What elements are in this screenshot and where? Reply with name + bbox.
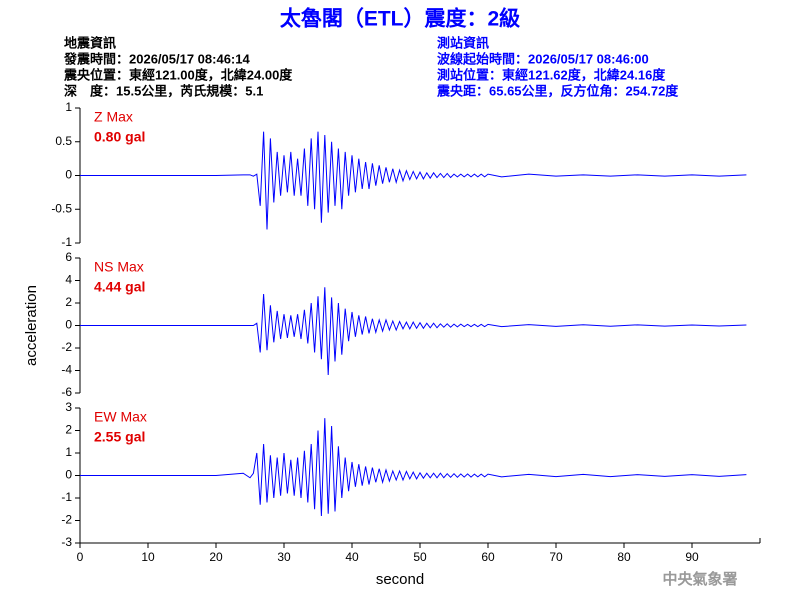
info-line: 測站位置：東經121.62度，北緯24.16度 (437, 67, 666, 82)
y-tick-label: 0 (65, 168, 72, 182)
max-value: 0.80 gal (94, 129, 145, 145)
info-line: 震央距：65.65公里，反方位角：254.72度 (436, 83, 679, 98)
max-label: NS Max (94, 259, 144, 275)
info-line: 測站資訊 (437, 35, 489, 50)
y-tick-label: -4 (61, 363, 72, 377)
info-line: 深 度：15.5公里，芮氏規模：5.1 (64, 83, 263, 98)
info-line: 地震資訊 (64, 35, 116, 50)
y-tick-label: 4 (65, 273, 72, 287)
y-tick-label: 1 (65, 100, 72, 114)
info-line: 波線起始時間：2026/05/17 08:46:00 (437, 51, 649, 66)
max-value: 2.55 gal (94, 429, 145, 445)
info-line: 震央位置：東經121.00度，北緯24.00度 (63, 67, 293, 82)
y-tick-label: 1 (65, 445, 72, 459)
y-tick-label: -3 (61, 535, 72, 549)
x-tick-label: 0 (77, 550, 84, 564)
x-tick-label: 10 (141, 550, 155, 564)
y-tick-label: -1 (61, 235, 72, 249)
y-tick-label: -0.5 (51, 201, 72, 215)
waveform (80, 418, 747, 517)
y-tick-label: 2 (65, 423, 72, 437)
y-tick-label: 6 (65, 250, 72, 264)
x-tick-label: 30 (277, 550, 291, 564)
max-label: EW Max (94, 409, 147, 425)
y-tick-label: 3 (65, 400, 72, 414)
x-tick-label: 40 (345, 550, 359, 564)
y-tick-label: -2 (61, 513, 72, 527)
y-tick-label: -2 (61, 340, 72, 354)
y-tick-label: 0.5 (55, 134, 72, 148)
y-tick-label: -1 (61, 490, 72, 504)
y-tick-label: 2 (65, 295, 72, 309)
y-tick-label: 0 (65, 468, 72, 482)
x-axis-label: second (376, 571, 424, 588)
y-tick-label: 0 (65, 318, 72, 332)
waveform (80, 131, 747, 230)
y-tick-label: -6 (61, 385, 72, 399)
x-tick-label: 90 (685, 550, 699, 564)
waveform (80, 287, 747, 376)
x-tick-label: 20 (209, 550, 223, 564)
y-axis-label: acceleration (23, 285, 40, 366)
x-tick-label: 50 (413, 550, 427, 564)
x-tick-label: 70 (549, 550, 563, 564)
x-tick-label: 80 (617, 550, 631, 564)
x-tick-label: 60 (481, 550, 495, 564)
chart-title: 太魯閣（ETL）震度：2級 (280, 7, 520, 31)
info-line: 發震時間：2026/05/17 08:46:14 (63, 51, 250, 66)
max-label: Z Max (94, 109, 133, 125)
max-value: 4.44 gal (94, 279, 145, 295)
footer: 中央氣象署 (662, 570, 737, 588)
